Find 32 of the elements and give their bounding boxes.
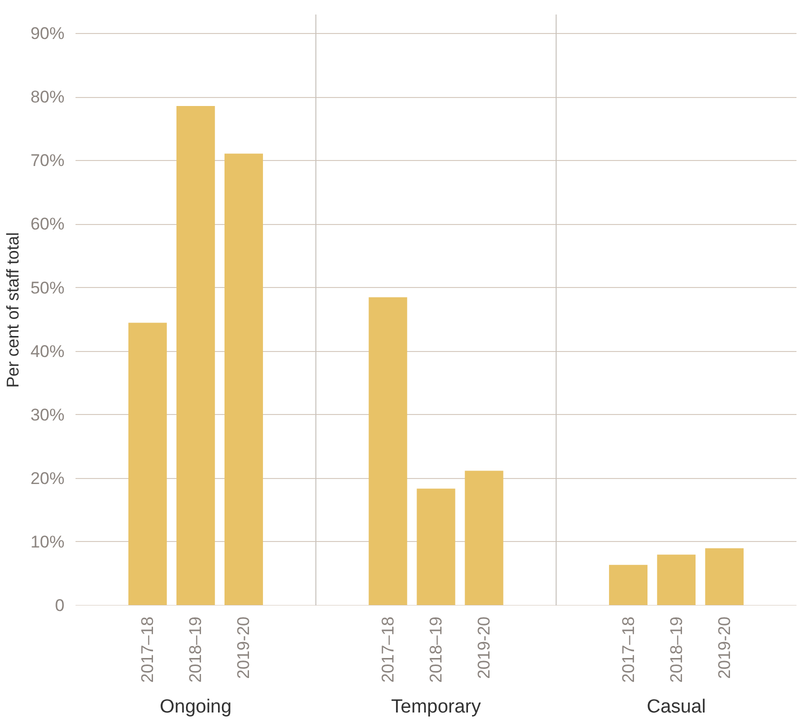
text: 2017–18 (378, 616, 398, 683)
bar (368, 297, 408, 606)
text: 2018–19 (666, 616, 686, 683)
y-tick-label: 0 (55, 596, 65, 615)
y-tick-label: 60% (30, 214, 65, 234)
y-tick-label: 80% (30, 88, 65, 107)
x-tick-label: Temporary (391, 696, 482, 718)
y-tick-label: 10% (30, 532, 65, 552)
y-tick-label: 20% (30, 468, 65, 488)
x-tick-label: Casual (646, 696, 706, 718)
text: 2018–19 (186, 616, 206, 683)
y-tick-label: 90% (30, 24, 65, 44)
bar (657, 554, 696, 606)
bar (464, 470, 504, 606)
x-tick-label: Ongoing (160, 696, 232, 718)
bar (224, 154, 263, 606)
y-tick-label: 50% (30, 278, 65, 298)
bar (705, 548, 744, 606)
bar (416, 488, 456, 606)
bar (176, 106, 215, 606)
y-axis-title: Per cent of staff total (3, 232, 22, 388)
text: 2019-20 (474, 616, 494, 679)
y-tick-label: 30% (30, 405, 65, 424)
text: 2017–18 (618, 616, 638, 683)
text: 2017–18 (138, 616, 158, 683)
y-tick-label: 40% (30, 342, 65, 361)
bar (609, 564, 648, 606)
bar (128, 322, 167, 606)
text: 2018–19 (426, 616, 446, 683)
y-tick-label: 70% (30, 151, 65, 170)
text: 2019-20 (234, 616, 254, 679)
text: 2019-20 (714, 616, 734, 679)
